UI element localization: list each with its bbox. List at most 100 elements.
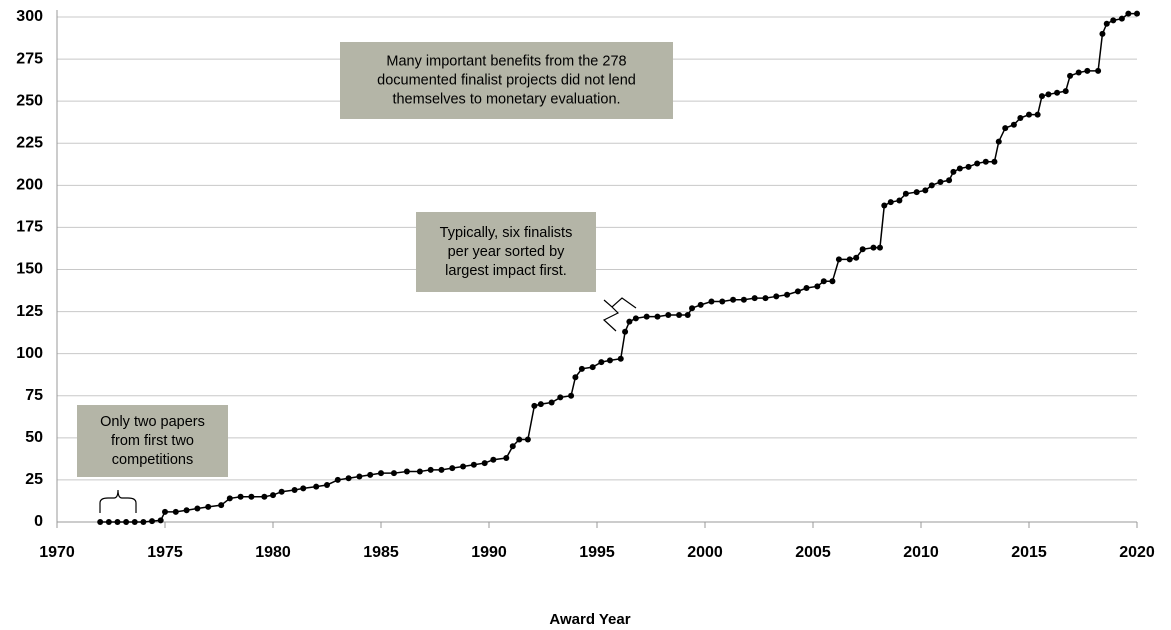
point [449,465,456,472]
point [1110,17,1117,24]
point [784,291,791,298]
point [367,471,374,478]
point [974,160,981,167]
point [427,466,434,473]
series-line [100,12,1137,523]
point [578,365,585,372]
y-tick-label: 100 [16,345,43,362]
point [896,197,903,204]
point [324,481,330,488]
point [416,468,423,475]
point [719,298,726,305]
point [460,463,467,470]
brace [99,489,137,513]
point [490,456,497,463]
point [1034,111,1041,118]
point [859,246,866,253]
point [617,355,624,362]
annotation-text: documented finalist projects did not len… [377,72,636,88]
annotation-box [77,405,228,477]
y-tick-label: 25 [25,471,43,488]
point [1026,111,1032,118]
point [1062,88,1069,95]
point [803,285,810,292]
point [438,466,445,473]
point [291,487,298,494]
point [946,177,953,184]
annotation-text: themselves to monetary evaluation. [392,91,620,107]
point [684,311,691,318]
point [1002,125,1009,132]
point [313,483,320,490]
point [1067,72,1074,79]
point [218,502,225,509]
point [922,187,929,194]
point [598,359,605,366]
brace [602,297,637,332]
point [205,503,212,510]
point [676,311,683,318]
x-tick-label: 2000 [687,544,723,561]
x-tick-label: 1990 [471,544,507,561]
point [1103,20,1110,27]
point [820,278,827,285]
point [606,357,613,364]
point [622,328,629,335]
point [470,461,477,468]
point [1075,69,1082,76]
plot: 0 25 50 75 100 125 150 175 200 225 250 275 300 1970 19… [16,8,1155,561]
y-tick-label: 200 [16,177,43,194]
point [345,475,352,482]
point [516,436,523,443]
point [162,508,168,515]
point [730,296,737,303]
point [665,311,672,318]
annotation-text: Typically, six finalists [440,225,573,241]
annotation: Only two papers from first two competition… [77,405,228,477]
annotation-text: from first two [111,433,194,449]
point [589,364,596,371]
point [773,293,780,300]
point [97,519,104,525]
point [105,519,112,525]
y-tick-label: 125 [16,303,43,320]
point [123,519,130,525]
point [794,288,801,295]
point [829,278,836,285]
point [1017,115,1024,121]
point [1125,10,1132,17]
point [643,313,650,320]
point [503,455,510,462]
point [1084,67,1091,74]
point [1045,91,1052,98]
x-tick-label: 2015 [1011,544,1047,561]
point [481,460,488,467]
annotation-box [416,212,596,292]
annotation-text: Many important benefits from the 278 [386,53,626,69]
point [1038,93,1045,100]
point [762,295,769,302]
point [114,519,121,525]
point [572,374,579,381]
point [846,256,853,263]
point [557,394,564,401]
point [1099,30,1106,37]
annotation: Many important benefits from the 278 docu… [340,42,673,119]
point [928,182,935,189]
point [965,163,972,170]
point [740,296,747,303]
point [356,473,363,480]
point [751,295,758,302]
point [956,165,963,172]
point [887,199,894,206]
point [902,190,909,197]
point [991,158,998,165]
point [632,315,639,322]
annotation-text: per year sorted by [448,244,566,260]
point [300,485,307,492]
point [226,495,233,502]
point [876,244,883,251]
annotation-text: largest impact first. [445,263,567,279]
point [835,256,842,263]
point [140,519,147,525]
